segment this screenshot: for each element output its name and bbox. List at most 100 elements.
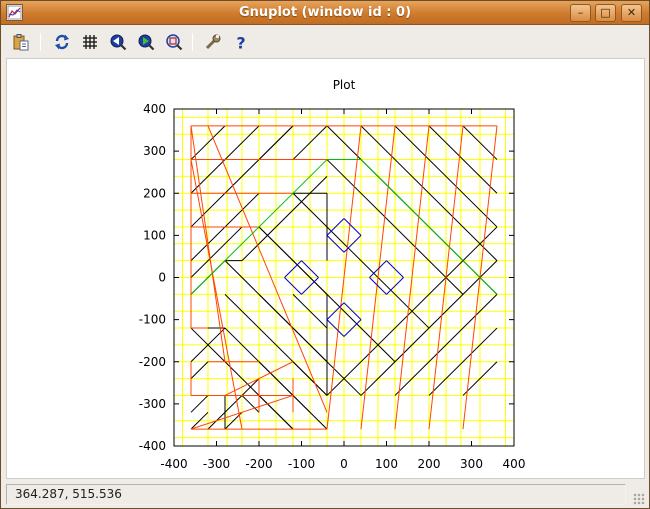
replot-button[interactable]	[51, 31, 73, 53]
x-tick-label: -200	[245, 457, 272, 471]
help-button[interactable]: ?	[230, 31, 252, 53]
y-tick-label: 200	[143, 186, 166, 200]
x-tick-label: 0	[340, 457, 348, 471]
series-0-segment	[326, 226, 498, 396]
series-3-segment	[326, 235, 345, 253]
series-3-segment	[326, 319, 345, 337]
series-3-segment	[301, 277, 319, 295]
series-0-segment	[258, 125, 294, 160]
series-0-segment	[224, 293, 328, 396]
series-1-segment	[326, 125, 362, 430]
y-tick-label: 0	[158, 271, 166, 285]
wrench-icon	[205, 34, 221, 50]
close-button[interactable]: ✕	[621, 4, 642, 22]
y-tick-label: -200	[139, 355, 166, 369]
series-1-segment	[207, 125, 328, 413]
zoom-next-icon	[138, 34, 155, 51]
series-3-segment	[386, 277, 404, 295]
series-3-segment	[369, 277, 387, 295]
series-3-segment	[343, 218, 362, 236]
zoom-next-button[interactable]	[135, 31, 157, 53]
y-tick-label: 100	[143, 228, 166, 242]
status-bar: 364.287, 515.536	[1, 481, 649, 508]
series-0-segment	[292, 192, 430, 329]
copy-clipboard-button[interactable]	[10, 31, 32, 53]
y-tick-label: -400	[139, 439, 166, 453]
clipboard-copy-icon	[13, 34, 29, 51]
series-0-segment	[462, 361, 498, 396]
refresh-icon	[55, 34, 69, 50]
svg-text:?: ?	[236, 34, 245, 52]
title-bar[interactable]: Gnuplot (window id : 0) – □ ✕	[1, 1, 649, 25]
series-0-segment	[292, 125, 328, 160]
series-0-segment	[394, 125, 498, 228]
minimize-button[interactable]: –	[570, 4, 591, 22]
series-0-segment	[190, 411, 209, 430]
x-tick-label: -100	[288, 457, 315, 471]
toolbar: ?	[1, 26, 649, 58]
series-3-segment	[386, 260, 404, 278]
series-3-segment	[326, 302, 345, 320]
series-0-segment	[190, 327, 226, 363]
plot-svg: -400 -300 -200 -100 0 100 200 300 400 -400 -300 -20…	[139, 78, 526, 471]
x-tick-label: 300	[460, 457, 483, 471]
grid-icon	[83, 35, 97, 49]
series-1-segment	[190, 125, 226, 362]
gnuplot-app-icon[interactable]	[6, 4, 23, 21]
series-1-segment	[190, 394, 294, 430]
y-tick-label: -300	[139, 397, 166, 411]
series-0-segment	[292, 293, 328, 329]
y-tick-label: 400	[143, 102, 166, 116]
series-3-segment	[369, 260, 387, 278]
series-0-segment	[360, 125, 498, 262]
unzoom-icon	[166, 34, 183, 51]
toolbar-separator	[40, 33, 41, 51]
series-1-segment	[190, 159, 243, 430]
series-0-segment	[326, 159, 464, 295]
y-tick-label: -100	[139, 313, 166, 327]
help-icon: ?	[236, 34, 245, 52]
series-0-segment	[428, 327, 498, 396]
x-tick-label: -300	[203, 457, 230, 471]
series-0-segment	[258, 226, 328, 295]
series-0-segment	[428, 125, 498, 194]
series-0-segment	[224, 327, 328, 430]
series-3-segment	[343, 319, 362, 337]
toggle-grid-button[interactable]	[79, 31, 101, 53]
plot-canvas[interactable]: -400 -300 -200 -100 0 100 200 300 400 -400 -300 -20…	[6, 58, 645, 479]
series-3-segment	[343, 235, 362, 253]
series-3-segment	[284, 277, 302, 295]
series-0-segment	[190, 361, 209, 379]
x-tick-label: 400	[503, 457, 526, 471]
series-0-segment	[241, 176, 328, 262]
zoom-previous-icon	[110, 34, 127, 51]
series-1-segment	[360, 125, 396, 430]
maximize-button[interactable]: □	[595, 4, 616, 22]
series-0-segment	[394, 293, 498, 396]
unzoom-button[interactable]	[163, 31, 185, 53]
series-3-segment	[343, 302, 362, 320]
series-2-segment	[360, 159, 498, 295]
series-1-segment	[394, 125, 430, 430]
x-tick-label: -400	[160, 457, 187, 471]
series-0-segment	[258, 293, 328, 363]
window-title: Gnuplot (window id : 0)	[238, 5, 412, 20]
toolbar-separator	[192, 33, 193, 51]
series-0-segment	[190, 226, 243, 278]
series-1-segment	[428, 125, 464, 430]
series-0-segment	[360, 260, 498, 396]
series-0-segment	[241, 395, 260, 413]
series-0-segment	[258, 395, 294, 430]
x-tick-label: 200	[418, 457, 441, 471]
zoom-previous-button[interactable]	[107, 31, 129, 53]
x-tick-label: 100	[375, 457, 398, 471]
series-2-segment	[190, 159, 328, 295]
options-button[interactable]	[202, 31, 224, 53]
y-tick-label: 300	[143, 144, 166, 158]
series-0-segment	[190, 395, 209, 413]
series-3-segment	[284, 260, 302, 278]
series-0-segment	[190, 125, 226, 160]
resize-grip-icon[interactable]	[633, 493, 645, 505]
plot-title: Plot	[333, 78, 356, 92]
